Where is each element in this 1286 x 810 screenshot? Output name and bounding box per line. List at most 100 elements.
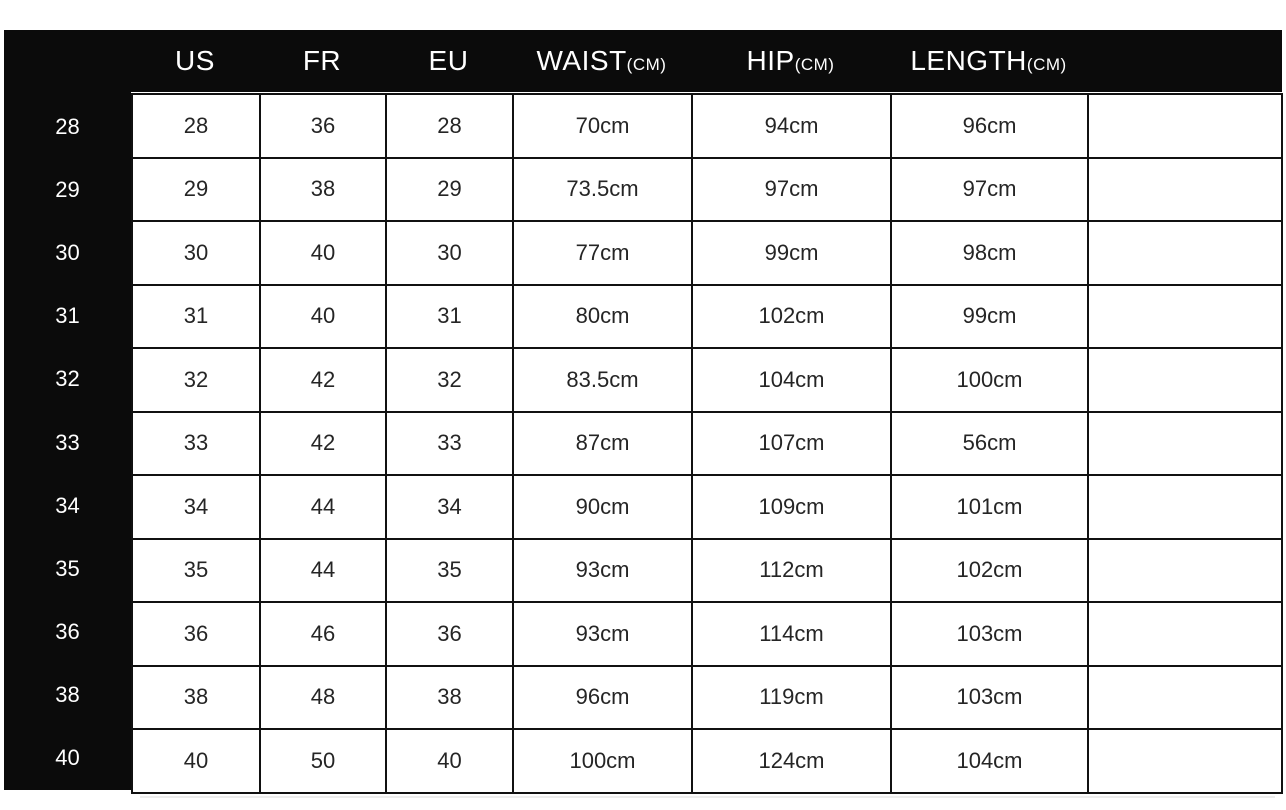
table-cell: 102cm xyxy=(691,283,892,349)
table-cell: 97cm xyxy=(691,156,892,222)
table-cell: 114cm xyxy=(691,601,892,667)
table-cell: 40 xyxy=(259,220,387,286)
table-cell xyxy=(1087,93,1283,159)
table-cell xyxy=(1087,156,1283,222)
column-header-fr: FR xyxy=(259,30,385,92)
table-cell: 44 xyxy=(259,537,387,603)
size-cell: 36 xyxy=(55,619,80,645)
table-cell xyxy=(1087,347,1283,413)
table-cell xyxy=(1087,474,1283,540)
size-cell: 30 xyxy=(55,239,80,265)
table-cell: 103cm xyxy=(890,601,1089,667)
table-cell: 56cm xyxy=(890,410,1089,476)
column-header-eu: EU xyxy=(385,30,512,92)
column-header-label: EU xyxy=(428,45,469,76)
table-row: 30 40 30 77cm 99cm 98cm xyxy=(131,220,1283,286)
size-cell: 28 xyxy=(55,113,80,139)
table-cell xyxy=(1087,728,1283,794)
size-cell: 33 xyxy=(55,429,80,455)
table-cell: 99cm xyxy=(691,220,892,286)
table-cell: 103cm xyxy=(890,664,1089,730)
table-cell: 30 xyxy=(131,220,261,286)
column-header-length: LENGTH(CM) xyxy=(890,30,1087,92)
table-cell: 104cm xyxy=(691,347,892,413)
table-cell: 109cm xyxy=(691,474,892,540)
table-cell: 102cm xyxy=(890,537,1089,603)
table-row: 38 48 38 96cm 119cm 103cm xyxy=(131,664,1283,730)
table-row: 35 44 35 93cm 112cm 102cm xyxy=(131,537,1283,603)
table-cell xyxy=(1087,537,1283,603)
column-header-label: WAIST xyxy=(536,45,627,76)
table-cell: 48 xyxy=(259,664,387,730)
table-cell: 44 xyxy=(259,474,387,540)
table-cell xyxy=(1087,664,1283,730)
table-cell: 38 xyxy=(385,664,514,730)
table-cell: 99cm xyxy=(890,283,1089,349)
column-header-label: US xyxy=(175,45,215,76)
table-row: 33 42 33 87cm 107cm 56cm xyxy=(131,410,1283,476)
table-cell: 83.5cm xyxy=(512,347,693,413)
table-cell: 38 xyxy=(259,156,387,222)
table-cell: 32 xyxy=(385,347,514,413)
table-cell: 107cm xyxy=(691,410,892,476)
column-header-waist: WAIST(CM) xyxy=(512,30,691,92)
column-header-label: LENGTH xyxy=(910,45,1027,76)
table-row: 32 42 32 83.5cm 104cm 100cm xyxy=(131,347,1283,413)
table-row: 28 36 28 70cm 94cm 96cm xyxy=(131,93,1283,159)
table-cell: 42 xyxy=(259,410,387,476)
table-cell: 33 xyxy=(385,410,514,476)
table-cell: 97cm xyxy=(890,156,1089,222)
table-cell: 35 xyxy=(385,537,514,603)
size-column: 28 29 30 31 32 33 34 35 36 38 40 xyxy=(4,30,131,790)
table-row: 36 46 36 93cm 114cm 103cm xyxy=(131,601,1283,667)
table-cell: 70cm xyxy=(512,93,693,159)
table-cell: 34 xyxy=(385,474,514,540)
table-cell: 36 xyxy=(131,601,261,667)
bottom-shadow-line xyxy=(140,796,1275,798)
table-cell xyxy=(1087,410,1283,476)
table-cell: 32 xyxy=(131,347,261,413)
table-cell: 40 xyxy=(385,728,514,794)
table-cell: 36 xyxy=(385,601,514,667)
table-cell: 40 xyxy=(131,728,261,794)
table-cell: 34 xyxy=(131,474,261,540)
column-header-hip: HIP(CM) xyxy=(691,30,890,92)
table-cell: 40 xyxy=(259,283,387,349)
size-cell: 31 xyxy=(55,303,80,329)
table-cell: 36 xyxy=(259,93,387,159)
table-cell: 46 xyxy=(259,601,387,667)
table-cell: 98cm xyxy=(890,220,1089,286)
table-cell: 90cm xyxy=(512,474,693,540)
size-chart-table-body: 28 36 28 70cm 94cm 96cm 29 38 29 73.5cm 97cm 97cm 30… xyxy=(131,93,1283,794)
column-header-unit: (CM) xyxy=(794,55,835,74)
table-cell: 38 xyxy=(131,664,261,730)
size-chart-table: 28 36 28 70cm 94cm 96cm 29 38 29 73.5cm 97cm 97cm 30… xyxy=(131,93,1283,794)
table-cell xyxy=(1087,283,1283,349)
table-cell: 29 xyxy=(385,156,514,222)
table-cell: 124cm xyxy=(691,728,892,794)
table-cell: 112cm xyxy=(691,537,892,603)
table-cell: 101cm xyxy=(890,474,1089,540)
table-cell: 96cm xyxy=(512,664,693,730)
column-header-unit: (CM) xyxy=(1026,55,1067,74)
column-header-label: HIP xyxy=(746,45,795,76)
table-cell: 30 xyxy=(385,220,514,286)
table-cell: 33 xyxy=(131,410,261,476)
table-row: 34 44 34 90cm 109cm 101cm xyxy=(131,474,1283,540)
table-cell xyxy=(1087,220,1283,286)
size-cell: 32 xyxy=(55,366,80,392)
size-cell: 40 xyxy=(55,745,80,771)
table-row: 29 38 29 73.5cm 97cm 97cm xyxy=(131,156,1283,222)
table-cell: 94cm xyxy=(691,93,892,159)
table-cell xyxy=(1087,601,1283,667)
table-row: 31 40 31 80cm 102cm 99cm xyxy=(131,283,1283,349)
size-cell: 35 xyxy=(55,555,80,581)
size-cell: 29 xyxy=(55,176,80,202)
table-row: 40 50 40 100cm 124cm 104cm xyxy=(131,728,1283,794)
table-cell: 96cm xyxy=(890,93,1089,159)
table-cell: 104cm xyxy=(890,728,1089,794)
table-cell: 100cm xyxy=(890,347,1089,413)
table-cell: 93cm xyxy=(512,537,693,603)
column-header-label: FR xyxy=(302,45,342,76)
